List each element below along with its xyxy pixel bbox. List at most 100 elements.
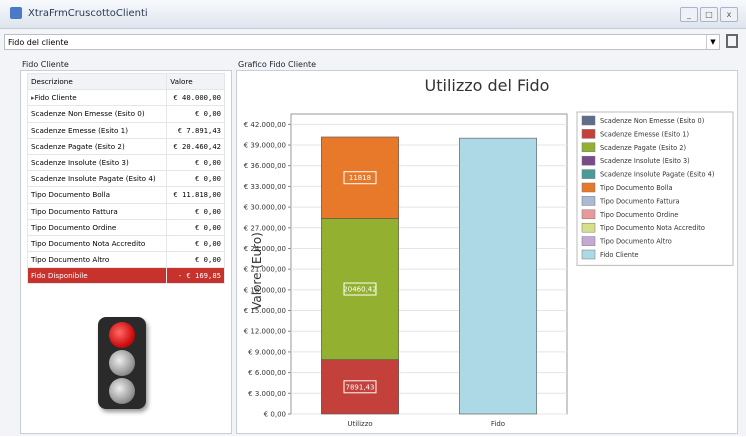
description-cell: Tipo Documento Ordine — [28, 219, 167, 235]
grid-row: Scadenze Non Emesse (Esito 0)€ 0,00 — [28, 106, 225, 122]
legend-label: Scadenze Insolute (Esito 3) — [600, 157, 690, 165]
legend-label: Scadenze Emesse (Esito 1) — [600, 130, 689, 138]
value-cell: € 11.818,00 — [167, 187, 225, 203]
legend-swatch — [582, 237, 595, 246]
yellow-lamp — [109, 350, 135, 376]
y-tick-label: € 6.000,00 — [248, 369, 286, 377]
minimize-button[interactable]: _ — [680, 7, 698, 22]
maximize-button[interactable]: □ — [700, 7, 718, 22]
app-icon — [10, 7, 22, 19]
value-cell: € 40.000,00 — [167, 90, 225, 106]
client-combo[interactable]: Fido del cliente ▼ — [4, 34, 720, 50]
y-tick-label: € 21.000,00 — [244, 266, 286, 274]
window-title: XtraFrmCruscottoClienti — [28, 8, 148, 19]
grid-row: Scadenze Insolute (Esito 3)€ 0,00 — [28, 154, 225, 170]
y-tick-label: € 0,00 — [264, 411, 286, 419]
combo-value: Fido del cliente — [8, 38, 68, 47]
y-tick-label: € 3.000,00 — [248, 390, 286, 398]
value-label: 11818 — [349, 174, 371, 182]
column-header: Valore — [167, 74, 225, 90]
value-cell: € 0,00 — [167, 219, 225, 235]
description-cell: Scadenze Insolute Pagate (Esito 4) — [28, 171, 167, 187]
y-tick-label: € 9.000,00 — [248, 348, 286, 356]
value-cell: € 0,00 — [167, 203, 225, 219]
y-tick-label: € 18.000,00 — [244, 286, 286, 294]
panel-title: Grafico Fido Cliente — [238, 60, 316, 69]
description-cell: Tipo Documento Altro — [28, 252, 167, 268]
description-cell: Scadenze Non Emesse (Esito 0) — [28, 106, 167, 122]
description-cell: Scadenze Insolute (Esito 3) — [28, 154, 167, 170]
legend-swatch — [582, 250, 595, 259]
description-cell: Scadenze Pagate (Esito 2) — [28, 138, 167, 154]
value-label: 7891,43 — [346, 383, 375, 391]
description-cell: Fido Disponibile — [28, 268, 167, 284]
value-cell: € 0,00 — [167, 154, 225, 170]
bar-segment — [459, 138, 536, 414]
legend-label: Tipo Documento Fattura — [599, 197, 680, 205]
legend-swatch — [582, 143, 595, 152]
traffic-light — [98, 317, 146, 409]
description-cell: Fido Cliente — [28, 90, 167, 106]
value-cell: € 0,00 — [167, 235, 225, 251]
legend-swatch — [582, 223, 595, 232]
grid-row: Fido Cliente€ 40.000,00 — [28, 90, 225, 106]
y-tick-label: € 27.000,00 — [244, 224, 286, 232]
legend-swatch — [582, 129, 595, 138]
grid-row: Tipo Documento Ordine€ 0,00 — [28, 219, 225, 235]
legend-label: Fido Cliente — [600, 251, 639, 259]
column-header: Descrizione — [28, 74, 167, 90]
combo-arrow[interactable]: ▼ — [706, 35, 719, 49]
chart: Utilizzo del Fido Valore (Euro) € 0,00€ … — [237, 71, 737, 433]
x-tick-label: Utilizzo — [347, 420, 372, 428]
legend-label: Tipo Documento Altro — [599, 238, 672, 246]
value-cell: € 0,00 — [167, 106, 225, 122]
legend-swatch — [582, 156, 595, 165]
green-lamp — [109, 378, 135, 404]
y-tick-label: € 36.000,00 — [244, 162, 286, 170]
y-tick-label: € 42.000,00 — [244, 121, 286, 129]
panel-title: Fido Cliente — [22, 60, 69, 69]
y-tick-label: € 33.000,00 — [244, 183, 286, 191]
legend-label: Scadenze Pagate (Esito 2) — [600, 144, 686, 152]
legend-label: Scadenze Non Emesse (Esito 0) — [600, 117, 704, 125]
y-tick-label: € 12.000,00 — [244, 328, 286, 336]
value-cell: € 7.891,43 — [167, 122, 225, 138]
legend-label: Tipo Documento Bolla — [599, 184, 673, 192]
legend-label: Scadenze Insolute Pagate (Esito 4) — [600, 171, 714, 179]
value-cell: € 0,00 — [167, 171, 225, 187]
grid-row: Tipo Documento Bolla€ 11.818,00 — [28, 187, 225, 203]
description-cell: Tipo Documento Bolla — [28, 187, 167, 203]
legend-swatch — [582, 210, 595, 219]
value-cell: € 20.460,42 — [167, 138, 225, 154]
title-bar: XtraFrmCruscottoClienti _ □ x — [0, 0, 746, 29]
legend-swatch — [582, 196, 595, 205]
value-label: 20460,42 — [343, 286, 376, 294]
grid-row: Tipo Documento Nota Accredito€ 0,00 — [28, 235, 225, 251]
x-tick-label: Fido — [491, 420, 505, 428]
y-tick-label: € 30.000,00 — [244, 204, 286, 212]
description-cell: Tipo Documento Fattura — [28, 203, 167, 219]
grid-row: Scadenze Emesse (Esito 1)€ 7.891,43 — [28, 122, 225, 138]
close-button[interactable]: x — [720, 7, 738, 22]
red-lamp — [109, 322, 135, 348]
value-cell: € 0,00 — [167, 252, 225, 268]
save-button[interactable] — [726, 34, 738, 48]
value-cell: - € 169,85 — [167, 268, 225, 284]
y-tick-label: € 15.000,00 — [244, 307, 286, 315]
legend-label: Tipo Documento Ordine — [599, 211, 678, 219]
grid-row: Scadenze Pagate (Esito 2)€ 20.460,42 — [28, 138, 225, 154]
grid-row: Scadenze Insolute Pagate (Esito 4)€ 0,00 — [28, 171, 225, 187]
window: XtraFrmCruscottoClienti _ □ x Fido del c… — [0, 0, 746, 436]
legend-swatch — [582, 170, 595, 179]
grid-row: Tipo Documento Fattura€ 0,00 — [28, 203, 225, 219]
y-tick-label: € 39.000,00 — [244, 142, 286, 150]
legend-swatch — [582, 183, 595, 192]
description-cell: Tipo Documento Nota Accredito — [28, 235, 167, 251]
grid-row: Fido Disponibile- € 169,85 — [28, 268, 225, 284]
legend-label: Tipo Documento Nota Accredito — [599, 224, 705, 232]
grid-row: Tipo Documento Altro€ 0,00 — [28, 252, 225, 268]
description-cell: Scadenze Emesse (Esito 1) — [28, 122, 167, 138]
